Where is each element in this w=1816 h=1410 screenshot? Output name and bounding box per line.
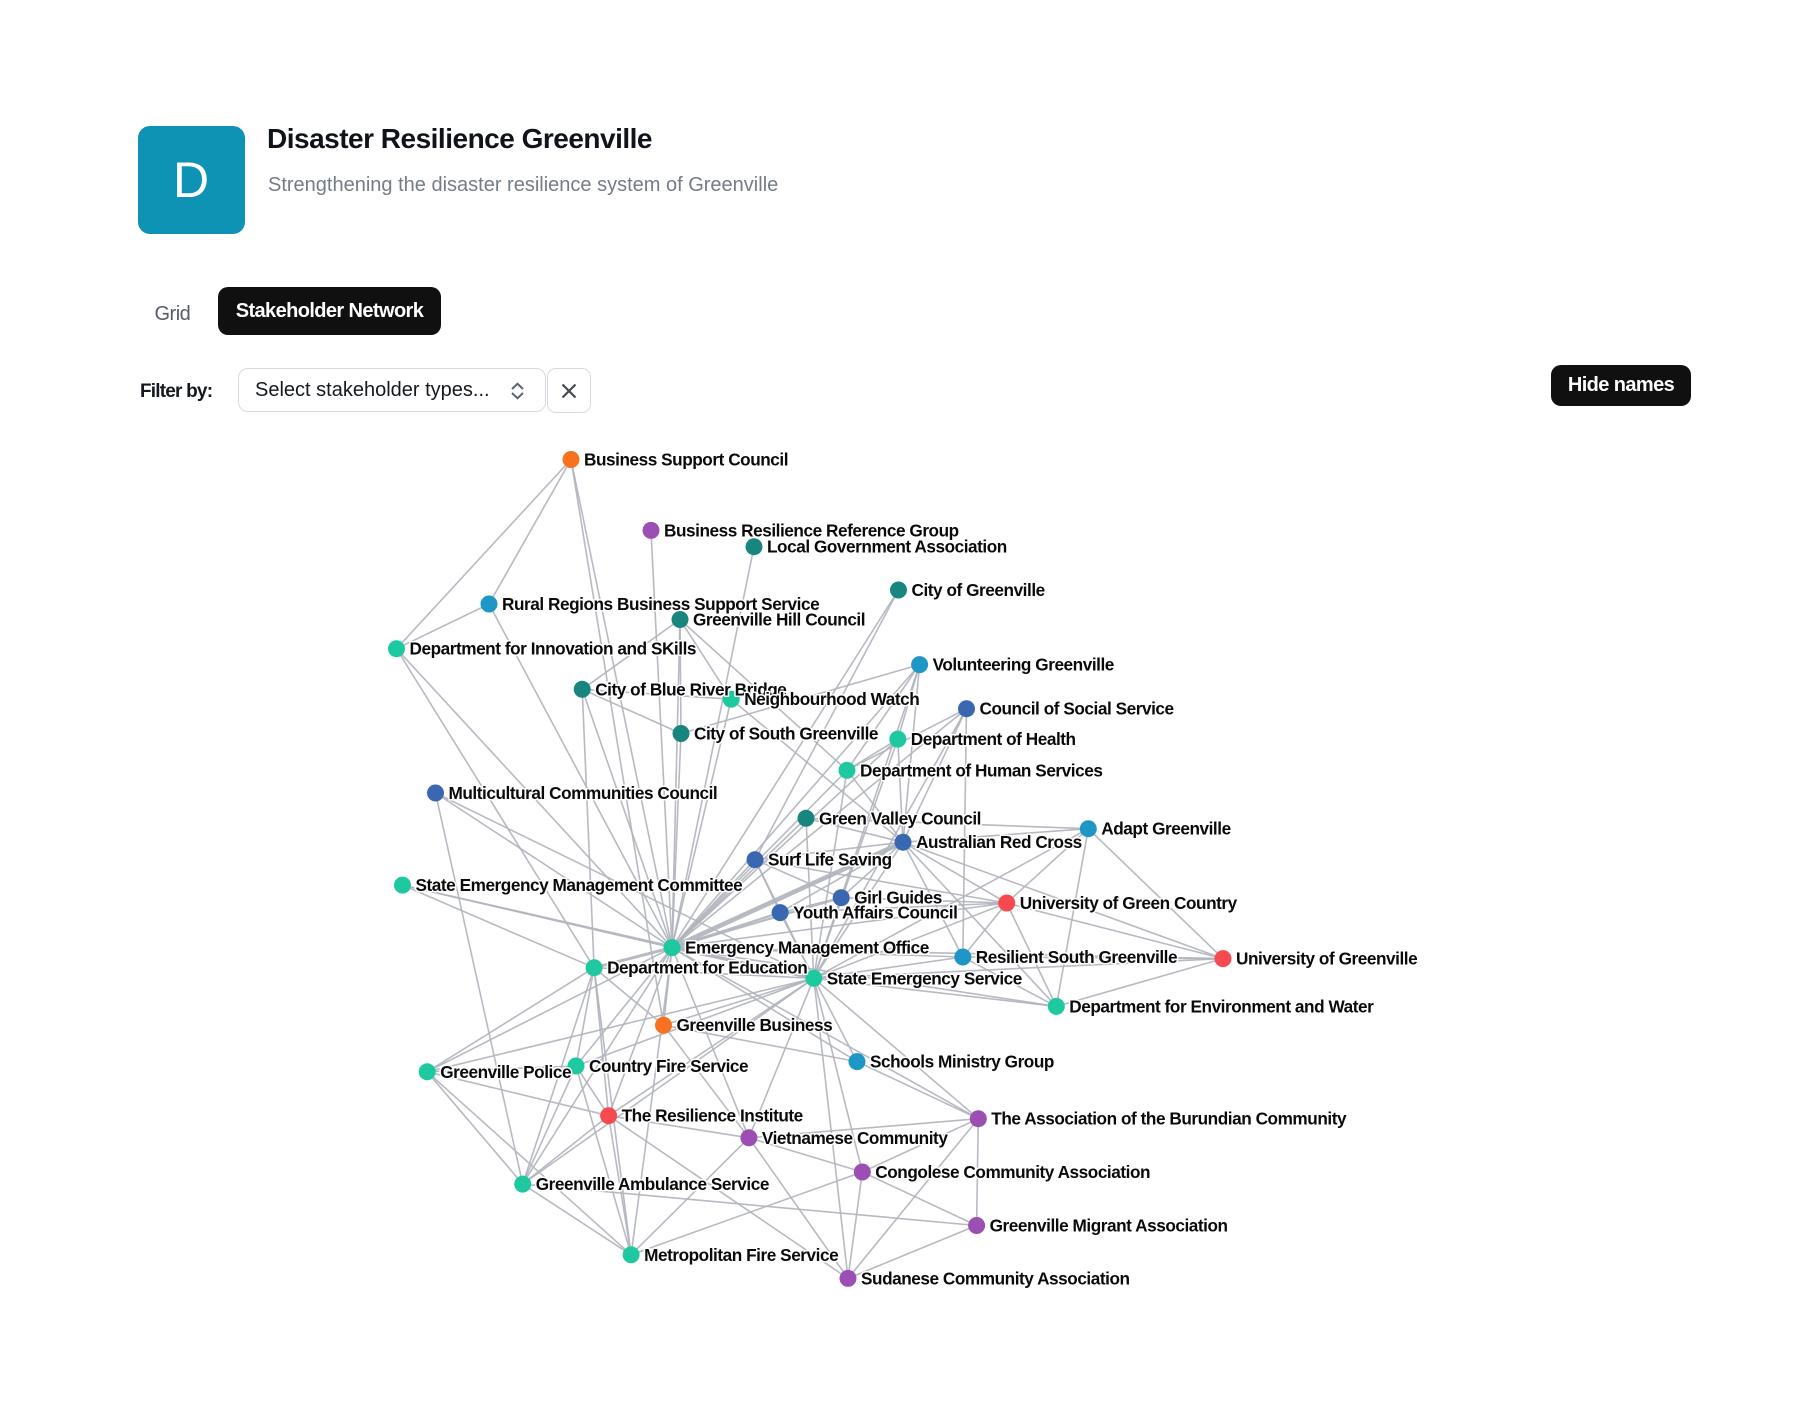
svg-text:University of Greenville: University of Greenville [1236, 949, 1417, 969]
svg-text:Neighbourhood Watch: Neighbourhood Watch [744, 689, 919, 709]
svg-text:Business Support Council: Business Support Council [584, 450, 788, 470]
svg-text:Greenville Hill Council: Greenville Hill Council [693, 610, 865, 630]
svg-text:Department for Education: Department for Education [607, 958, 807, 978]
svg-text:City of Blue River Bridge: City of Blue River Bridge [595, 679, 786, 699]
svg-text:City of Greenville: City of Greenville [912, 580, 1045, 600]
svg-text:The Association of the Burundi: The Association of the Burundian Communi… [991, 1109, 1347, 1129]
svg-text:Australian Red Cross: Australian Red Cross [916, 832, 1082, 852]
svg-text:Vietnamese Community: Vietnamese Community [762, 1128, 948, 1148]
svg-text:Sudanese Community Association: Sudanese Community Association [861, 1268, 1130, 1288]
svg-text:The Resilience Institute: The Resilience Institute [622, 1106, 803, 1126]
svg-text:Department for Environment and: Department for Environment and Water [1069, 996, 1374, 1016]
svg-text:Local Government Association: Local Government Association [767, 537, 1007, 557]
svg-text:Emergency Management Office: Emergency Management Office [685, 938, 929, 958]
svg-text:State Emergency Management Com: State Emergency Management Committee [416, 875, 743, 895]
svg-text:Schools Ministry Group: Schools Ministry Group [870, 1052, 1054, 1072]
svg-text:Department for Innovation and: Department for Innovation and SKills [410, 639, 697, 659]
svg-text:Greenville Police: Greenville Police [440, 1062, 571, 1082]
svg-text:Multicultural Communities Coun: Multicultural Communities Council [449, 783, 718, 803]
svg-text:Resilient South Greenville: Resilient South Greenville [976, 947, 1177, 967]
svg-text:Greenville Business: Greenville Business [677, 1015, 833, 1035]
svg-text:Surf Life Saving: Surf Life Saving [768, 850, 892, 870]
svg-text:Department of Human Services: Department of Human Services [860, 760, 1102, 780]
svg-text:Rural Regions Business Support: Rural Regions Business Support Service [502, 594, 819, 614]
svg-text:Girl Guides: Girl Guides [854, 888, 942, 908]
svg-text:Youth Affairs Council: Youth Affairs Council [793, 903, 957, 923]
svg-text:Congolese Community Associatio: Congolese Community Association [875, 1162, 1150, 1182]
svg-text:State Emergency Service: State Emergency Service [827, 968, 1022, 988]
svg-text:Adapt Greenville: Adapt Greenville [1101, 819, 1230, 839]
svg-text:Volunteering Greenville: Volunteering Greenville [933, 655, 1114, 675]
svg-text:University of Green Country: University of Green Country [1020, 893, 1238, 913]
svg-text:Greenville Migrant Association: Greenville Migrant Association [990, 1216, 1228, 1236]
svg-text:Business Resilience Reference: Business Resilience Reference Group [664, 520, 959, 540]
svg-text:City of South Greenville: City of South Greenville [694, 724, 878, 744]
svg-text:Greenville Ambulance Service: Greenville Ambulance Service [536, 1174, 769, 1194]
svg-text:Council of Social Service: Council of Social Service [980, 699, 1174, 719]
svg-text:Department of Health: Department of Health [911, 729, 1076, 749]
svg-text:Green Valley Council: Green Valley Council [819, 808, 981, 828]
svg-text:Country Fire Service: Country Fire Service [589, 1056, 748, 1076]
svg-text:Metropolitan Fire Service: Metropolitan Fire Service [644, 1245, 838, 1265]
